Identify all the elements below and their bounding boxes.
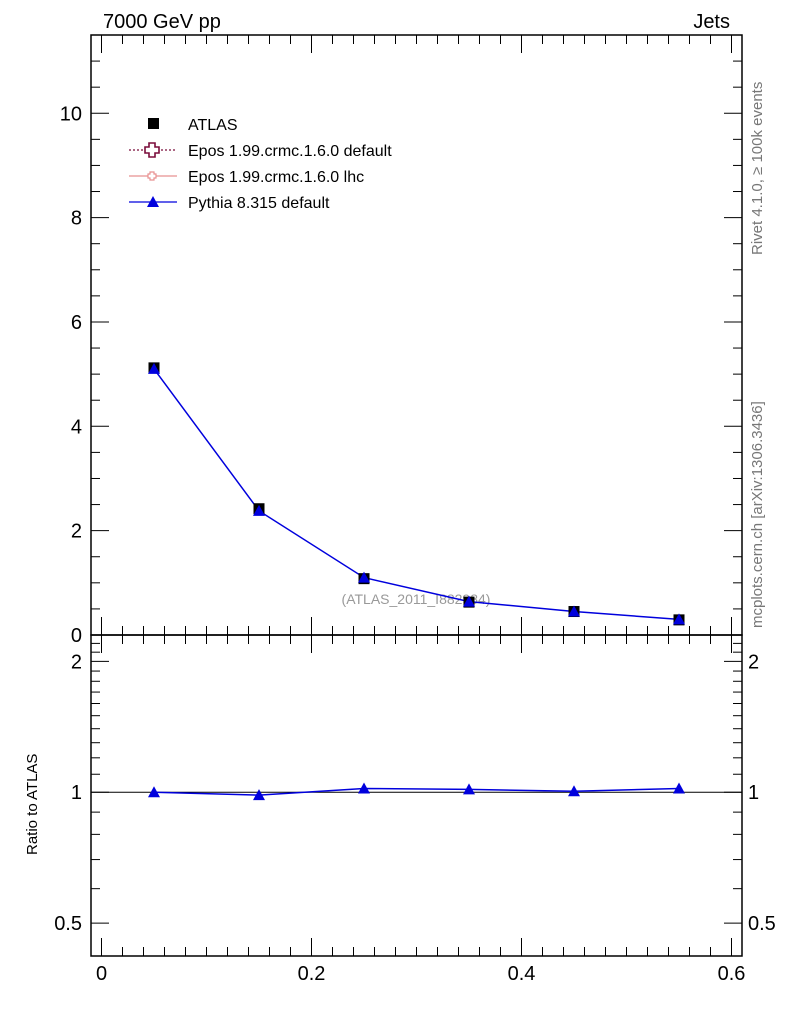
- main-y-tick-label: 10: [60, 103, 82, 125]
- ratio-y-ticks: 0.5 0.5 1 1 2 2: [54, 642, 776, 935]
- pythia-data-point: [673, 613, 685, 625]
- ratio-y-tick-label-right: 2: [748, 651, 759, 673]
- atlas-marker-icon: [148, 118, 159, 129]
- pythia-data-point: [358, 571, 370, 583]
- legend-label-epos-default: Epos 1.99.crmc.1.6.0 default: [188, 143, 392, 160]
- legend-item-epos-lhc: Epos 1.99.crmc.1.6.0 lhc: [129, 169, 364, 186]
- pythia-marker-icon: [147, 196, 159, 207]
- x-ticks: 0 0.2 0.4 0.6: [96, 35, 745, 985]
- epos-lhc-marker-icon: [147, 171, 157, 181]
- x-tick-label: 0.2: [298, 963, 326, 985]
- ratio-y-tick-label-left: 2: [71, 651, 82, 673]
- pythia-data-point: [253, 504, 265, 516]
- main-y-tick-label: 8: [71, 208, 82, 230]
- main-data-layer: [148, 362, 685, 626]
- legend-label-atlas: ATLAS: [188, 117, 238, 134]
- header-right: Jets: [693, 11, 730, 33]
- pythia-data-point: [148, 362, 160, 374]
- ratio-y-tick-label-right: 0.5: [748, 913, 776, 935]
- legend-label-epos-lhc: Epos 1.99.crmc.1.6.0 lhc: [188, 169, 364, 186]
- pythia-ratio-point: [673, 782, 685, 794]
- legend-item-atlas: ATLAS: [148, 117, 238, 134]
- main-y-tick-label: 6: [71, 312, 82, 334]
- pythia-ratio-point: [358, 782, 370, 794]
- pythia-ratio-line: [153, 787, 680, 796]
- epos-default-marker-icon: [144, 142, 160, 158]
- legend-item-pythia: Pythia 8.315 default: [129, 195, 330, 212]
- ratio-axis-label: Ratio to ATLAS: [24, 754, 41, 855]
- ratio-y-tick-label-left: 1: [71, 782, 82, 804]
- pythia-ratio-point: [463, 783, 475, 795]
- pythia-data-point: [463, 595, 475, 607]
- legend: ATLAS Epos 1.99.crmc.1.6.0 default Epos …: [129, 117, 392, 212]
- rivet-label: Rivet 4.1.0, ≥ 100k events: [749, 82, 766, 255]
- pythia-data-point: [568, 605, 580, 617]
- legend-label-pythia: Pythia 8.315 default: [188, 195, 330, 212]
- x-tick-label: 0.4: [508, 963, 536, 985]
- ratio-y-tick-label-left: 0.5: [54, 913, 82, 935]
- ratio-y-tick-label-right: 1: [748, 782, 759, 804]
- x-tick-label: 0.6: [718, 963, 746, 985]
- analysis-watermark: (ATLAS_2011_I882984): [342, 591, 491, 607]
- legend-item-epos-default: Epos 1.99.crmc.1.6.0 default: [129, 142, 392, 160]
- main-y-tick-label: 4: [71, 416, 82, 438]
- ratio-panel-frame: [90, 634, 743, 957]
- ratio-data-layer: [148, 782, 685, 801]
- pythia-ratio-point: [148, 786, 160, 798]
- site-label: mcplots.cern.ch [arXiv:1306.3436]: [749, 401, 766, 628]
- main-y-tick-label: 2: [71, 521, 82, 543]
- header-left: 7000 GeV pp: [103, 11, 221, 33]
- x-tick-label: 0: [96, 963, 107, 985]
- pythia-ratio-point: [253, 789, 265, 801]
- pythia-series-line: [153, 368, 680, 621]
- pythia-ratio-point: [568, 785, 580, 797]
- main-y-ticks: 0 2 4 6 8 10: [60, 34, 742, 647]
- main-y-tick-label: 0: [71, 625, 82, 647]
